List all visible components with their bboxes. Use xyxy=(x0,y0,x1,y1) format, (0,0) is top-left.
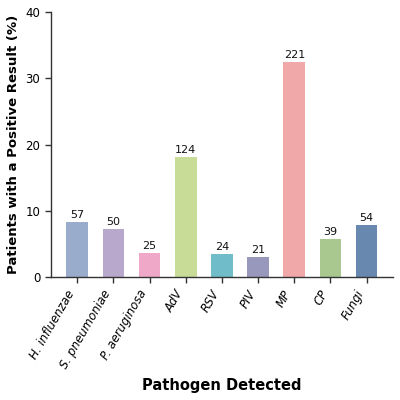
Bar xyxy=(66,222,88,277)
Text: 50: 50 xyxy=(106,217,120,227)
Text: 124: 124 xyxy=(175,144,196,154)
Bar xyxy=(284,62,305,277)
Bar xyxy=(102,229,124,277)
Text: 39: 39 xyxy=(324,227,338,237)
Text: 21: 21 xyxy=(251,245,265,255)
Text: 25: 25 xyxy=(142,241,157,251)
Text: 24: 24 xyxy=(215,242,229,252)
Bar xyxy=(175,156,196,277)
Bar xyxy=(139,253,160,277)
X-axis label: Pathogen Detected: Pathogen Detected xyxy=(142,378,302,393)
Text: 221: 221 xyxy=(284,50,305,60)
Text: 57: 57 xyxy=(70,210,84,220)
Y-axis label: Patients with a Positive Result (%): Patients with a Positive Result (%) xyxy=(7,15,20,274)
Text: 54: 54 xyxy=(360,213,374,223)
Bar xyxy=(356,225,378,277)
Bar xyxy=(247,257,269,277)
Bar xyxy=(320,239,341,277)
Bar xyxy=(211,254,233,277)
